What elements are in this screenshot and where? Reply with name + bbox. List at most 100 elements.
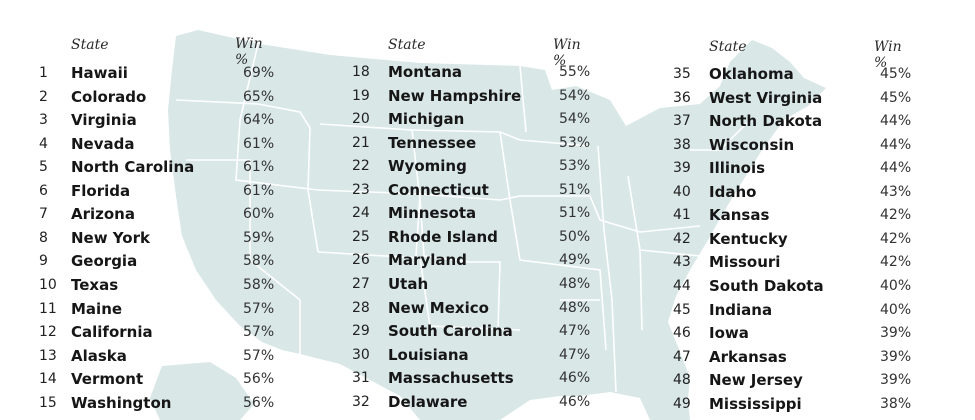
win-percent: 49% xyxy=(559,252,591,269)
rank-number: 43 xyxy=(673,254,691,271)
win-percent: 69% xyxy=(243,65,275,81)
state-name: Maryland xyxy=(388,251,467,270)
win-percent: 38% xyxy=(880,395,912,412)
win-percent: 46% xyxy=(559,393,591,410)
win-percent: 55% xyxy=(559,64,591,80)
state-name: Washington xyxy=(71,393,172,412)
win-percent: 42% xyxy=(880,230,912,247)
state-name: Kansas xyxy=(709,206,770,225)
state-name: Wyoming xyxy=(388,157,467,176)
state-name: Alaska xyxy=(71,346,127,365)
state-column-header: State xyxy=(709,39,747,55)
state-name: Iowa xyxy=(709,324,749,343)
rank-number: 19 xyxy=(352,87,370,104)
state-name: North Carolina xyxy=(71,158,195,177)
rank-number: 41 xyxy=(673,207,691,224)
state-name: Nevada xyxy=(71,134,135,153)
win-percent: 54% xyxy=(559,111,591,128)
state-name: Idaho xyxy=(709,182,757,201)
state-name: Arkansas xyxy=(709,347,787,366)
state-name: Vermont xyxy=(71,370,144,389)
rank-number: 26 xyxy=(352,252,370,269)
state-name: South Dakota xyxy=(709,276,824,295)
win-percent-column-header: Win % xyxy=(553,37,581,69)
state-name: Minnesota xyxy=(388,204,477,223)
win-percent: 54% xyxy=(559,87,591,104)
win-percent: 61% xyxy=(243,135,275,152)
state-name: North Dakota xyxy=(709,112,823,131)
rank-number: 31 xyxy=(352,370,370,387)
win-percent: 47% xyxy=(559,323,591,340)
state-name: Colorado xyxy=(71,87,147,106)
rank-number: 27 xyxy=(352,275,370,292)
state-name: Oklahoma xyxy=(709,65,794,83)
win-percent: 61% xyxy=(243,182,275,199)
state-name: Michigan xyxy=(388,110,465,129)
state-name: Massachusetts xyxy=(388,369,514,388)
state-name: Texas xyxy=(71,275,119,294)
rank-number: 21 xyxy=(352,134,370,151)
rank-number: 20 xyxy=(352,111,370,128)
rank-number: 29 xyxy=(352,323,370,340)
state-name: New Hampshire xyxy=(388,86,522,105)
state-name: Tennessee xyxy=(388,133,477,152)
win-percent: 45% xyxy=(880,66,912,82)
win-percent: 48% xyxy=(559,275,591,292)
state-name: Louisiana xyxy=(388,345,469,364)
state-name: Wisconsin xyxy=(709,135,795,154)
state-name: New Mexico xyxy=(388,298,489,317)
state-name: Virginia xyxy=(71,111,137,130)
win-percent: 51% xyxy=(559,205,591,222)
rank-number: 18 xyxy=(352,64,370,80)
state-column-header: State xyxy=(388,37,426,53)
rank-number: 11 xyxy=(39,300,57,317)
rank-number: 23 xyxy=(352,181,370,198)
win-percent: 60% xyxy=(243,206,275,223)
rank-number: 25 xyxy=(352,228,370,245)
rank-number: 42 xyxy=(673,230,691,247)
win-percent: 58% xyxy=(243,276,275,293)
win-percent: 64% xyxy=(243,112,275,129)
win-percent-column-header: Win % xyxy=(874,39,902,71)
win-percent: 56% xyxy=(243,371,275,388)
us-map-landmass xyxy=(168,30,826,420)
state-name: New York xyxy=(71,228,150,247)
rank-number: 15 xyxy=(39,394,57,411)
rank-number: 46 xyxy=(673,325,691,342)
rank-number: 7 xyxy=(39,206,48,223)
rank-number: 1 xyxy=(39,65,48,81)
win-percent: 39% xyxy=(880,348,912,365)
win-percent: 43% xyxy=(880,183,912,200)
win-percent: 50% xyxy=(559,228,591,245)
state-column-header: State xyxy=(71,37,109,53)
rank-number: 10 xyxy=(39,276,57,293)
state-name: Kentucky xyxy=(709,229,788,248)
state-name: Utah xyxy=(388,274,429,293)
win-percent: 44% xyxy=(880,136,912,153)
win-percent: 51% xyxy=(559,181,591,198)
win-percent: 53% xyxy=(559,134,591,151)
rank-number: 12 xyxy=(39,324,57,341)
rank-number: 38 xyxy=(673,136,691,153)
rank-number: 6 xyxy=(39,182,48,199)
win-percent: 44% xyxy=(880,113,912,130)
win-percent: 42% xyxy=(880,207,912,224)
rank-number: 8 xyxy=(39,229,48,246)
win-percent: 39% xyxy=(880,325,912,342)
rank-number: 44 xyxy=(673,277,691,294)
state-name: Montana xyxy=(388,63,463,81)
win-percent: 39% xyxy=(880,372,912,389)
win-percent: 61% xyxy=(243,159,275,176)
win-percent: 46% xyxy=(559,370,591,387)
rank-number: 24 xyxy=(352,205,370,222)
rank-number: 49 xyxy=(673,395,691,412)
rank-number: 22 xyxy=(352,158,370,175)
rank-number: 4 xyxy=(39,135,48,152)
state-name: Mississippi xyxy=(709,394,802,413)
alaska-shape xyxy=(150,362,254,420)
win-percent: 57% xyxy=(243,300,275,317)
rank-number: 2 xyxy=(39,88,48,105)
rank-number: 45 xyxy=(673,301,691,318)
state-name: Florida xyxy=(71,181,131,200)
